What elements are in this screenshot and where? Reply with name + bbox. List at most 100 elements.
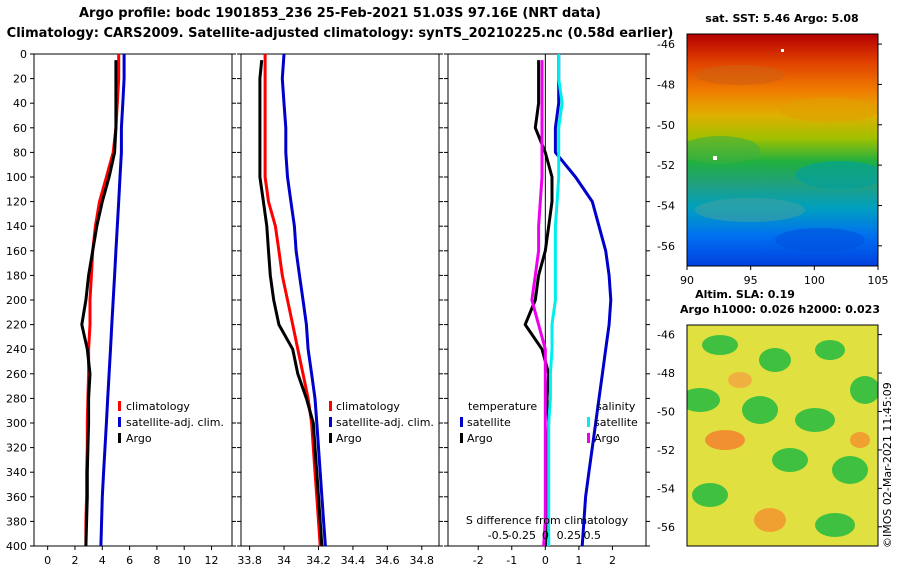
- depth-tick-label: 80: [13, 146, 27, 159]
- series-line-temperature-argo: [523, 60, 554, 547]
- sst-map-title: sat. SST: 5.46 Argo: 5.08: [705, 12, 858, 25]
- depth-axis: 0 20 40 60 80 100 120 140 160 180 200 220 240 260 280 3…: [6, 48, 650, 553]
- depth-tick-label: 300: [6, 417, 27, 430]
- legend-swatch-satellite: [118, 417, 121, 427]
- legend-heading-temperature: temperature: [468, 400, 537, 413]
- legend-label-climatology: climatology: [126, 400, 190, 413]
- series-line-satellite-adj-clim-: [99, 54, 126, 547]
- x-tick-label: 1: [575, 554, 582, 567]
- lon-tick-label: 100: [804, 274, 825, 287]
- depth-tick-label: 40: [13, 97, 27, 110]
- x-tick-label: 12: [205, 554, 219, 567]
- legend-label-argo-s: Argo: [336, 432, 362, 445]
- lat-tick-label: -56: [657, 240, 675, 253]
- lat-tick-label: -50: [657, 119, 675, 132]
- legend-swatch-climatology: [118, 401, 121, 411]
- depth-tick-label: 100: [6, 171, 27, 184]
- legend-label-temp-argo: Argo: [467, 432, 493, 445]
- legend-swatch-temp-argo: [460, 433, 463, 443]
- legend-label-argo: Argo: [126, 432, 152, 445]
- depth-tick-label: 260: [6, 368, 27, 381]
- x-tick-label: 34: [277, 554, 291, 567]
- legend-swatch-sal-argo: [587, 433, 590, 443]
- legend-label-sal-argo: Argo: [594, 432, 620, 445]
- legend-label-sal-satellite: satellite: [594, 416, 638, 429]
- lat-tick-label: -48: [657, 367, 675, 380]
- series-line-argo: [258, 59, 324, 547]
- s-difference-axis-label: S difference from climatology: [466, 514, 629, 527]
- lat-tick-label: -56: [657, 521, 675, 534]
- x-tick-label: 0: [44, 554, 51, 567]
- lat-tick-label: -52: [657, 444, 675, 457]
- salinity-panel-frame: [240, 53, 440, 547]
- legend-label-satellite: satellite-adj. clim.: [126, 416, 224, 429]
- series-line-argo: [80, 60, 118, 547]
- series-line-satellite-adj-clim-: [280, 53, 327, 547]
- sla-map-frame: [686, 324, 879, 547]
- lat-tick-label: -52: [657, 159, 675, 172]
- x-tick-label: 8: [153, 554, 160, 567]
- lat-tick-label: -54: [657, 199, 675, 212]
- series-line-temperature-satellite: [553, 54, 613, 547]
- depth-tick-label: 320: [6, 442, 27, 455]
- sst-map-frame: [686, 33, 879, 267]
- legend-swatch-satellite-s: [329, 417, 332, 427]
- depth-tick-label: 220: [6, 319, 27, 332]
- sst-map-axes: -46 -48 -50 -52 -54 -56 90 95 100 105: [657, 38, 888, 287]
- legend-label-temp-satellite: satellite: [467, 416, 511, 429]
- sla-map-title-2: Argo h1000: 0.026 h2000: 0.023: [680, 303, 880, 316]
- legend-swatch-argo-s: [329, 433, 332, 443]
- depth-tick-label: 200: [6, 294, 27, 307]
- legend-label-satellite-s: satellite-adj. clim.: [336, 416, 434, 429]
- title-line-1: Argo profile: bodc 1901853_236 25-Feb-20…: [78, 6, 602, 21]
- x-tick-label: 34.8: [410, 554, 435, 567]
- sla-map-axes: -46 -48 -50 -52 -54 -56: [657, 329, 882, 534]
- legend-swatch-temp-satellite: [460, 417, 463, 427]
- x-tick-label: 34.6: [375, 554, 400, 567]
- s-tick-label: 0.25: [557, 529, 582, 542]
- sla-map: [687, 325, 878, 546]
- temperature-panel-frame: [33, 53, 233, 547]
- series-lines: [80, 53, 613, 547]
- lon-tick-label: 105: [868, 274, 889, 287]
- x-tick-label: 33.8: [237, 554, 262, 567]
- series-line-climatology: [263, 54, 322, 547]
- x-tick-label: 34.4: [341, 554, 366, 567]
- depth-tick-label: 0: [20, 48, 27, 61]
- s-difference-axis: -0.5-0.25 0 0.25 0.5: [488, 529, 601, 542]
- depth-tick-label: 280: [6, 392, 27, 405]
- s-tick-label: 0.5: [584, 529, 602, 542]
- x-tick-label: 34.2: [306, 554, 331, 567]
- lat-tick-label: -46: [657, 38, 675, 51]
- legend-heading-salinity: salinity: [596, 400, 636, 413]
- depth-tick-label: 400: [6, 540, 27, 553]
- sst-map: [687, 34, 878, 266]
- depth-tick-label: 360: [6, 491, 27, 504]
- depth-tick-label: 180: [6, 269, 27, 282]
- lat-tick-label: -48: [657, 78, 675, 91]
- x-tick-label: 2: [609, 554, 616, 567]
- s-tick-label: 0: [542, 529, 549, 542]
- x-tick-label: 4: [99, 554, 106, 567]
- x-tick-label: 6: [126, 554, 133, 567]
- x-tick-label: 10: [177, 554, 191, 567]
- legend-swatch-sal-satellite: [587, 417, 590, 427]
- lat-tick-label: -54: [657, 482, 675, 495]
- depth-tick-label: 20: [13, 73, 27, 86]
- credit-text: ©IMOS 02-Mar-2021 11:45:09: [881, 382, 894, 548]
- x-tick-label: -2: [473, 554, 484, 567]
- depth-tick-label: 60: [13, 122, 27, 135]
- title-line-2: Climatology: CARS2009. Satellite-adjuste…: [6, 26, 674, 41]
- s-tick-label: -0.25: [508, 529, 536, 542]
- x-tick-label: 2: [71, 554, 78, 567]
- x-tick-label: -1: [506, 554, 517, 567]
- depth-tick-label: 240: [6, 343, 27, 356]
- depth-tick-label: 120: [6, 196, 27, 209]
- depth-tick-label: 380: [6, 515, 27, 528]
- sla-map-title-1: Altim. SLA: 0.19: [695, 288, 795, 301]
- depth-tick-label: 140: [6, 220, 27, 233]
- difference-legend: temperature salinity satellite Argo sate…: [460, 400, 638, 445]
- x-axes: 0 2 4 6 8 10 12 33.8 34 34.2 34.4 34.6 34.8 -2 -1 0 1 2: [44, 546, 616, 567]
- series-line-salinity-argo: [530, 60, 547, 547]
